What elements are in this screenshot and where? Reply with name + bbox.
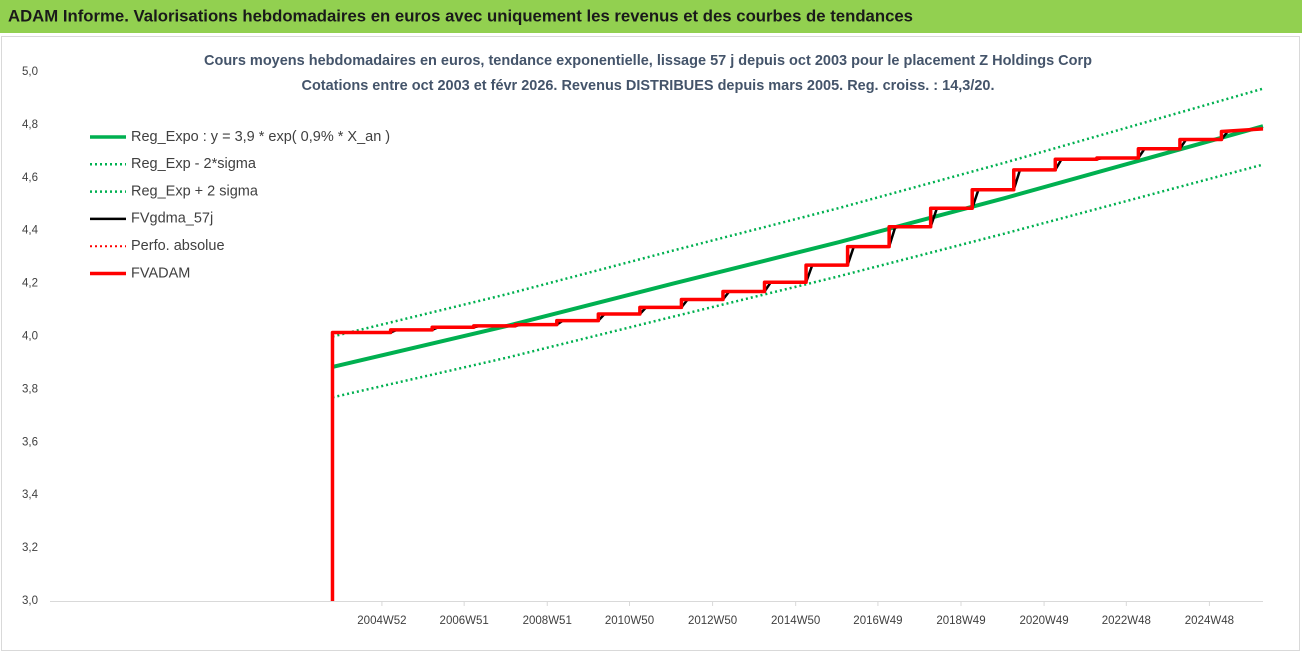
y-tick-label: 5,0 xyxy=(22,66,38,78)
legend-label: FVADAM xyxy=(131,265,190,281)
y-tick-label: 3,0 xyxy=(22,595,38,607)
series-line xyxy=(332,124,1264,369)
x-tick-label: 2014W50 xyxy=(771,615,820,627)
x-tick-label: 2024W48 xyxy=(1185,615,1234,627)
x-tick-label: 2018W49 xyxy=(936,615,985,627)
series-line xyxy=(332,163,1264,399)
chart-title: Cours moyens hebdomadaires en euros, ten… xyxy=(204,52,1092,69)
page-title: ADAM Informe. Valorisations hebdomadaire… xyxy=(8,6,913,25)
y-tick-label: 4,4 xyxy=(22,225,39,237)
chart-frame xyxy=(1,36,1300,651)
y-tick-label: 3,4 xyxy=(22,489,39,501)
x-tick-label: 2016W49 xyxy=(853,615,902,627)
y-tick-label: 3,2 xyxy=(22,542,38,554)
legend-label: Reg_Expo : y = 3,9 * exp( 0,9% * X_an ) xyxy=(131,129,390,145)
x-tick-label: 2012W50 xyxy=(688,615,737,627)
x-tick-label: 2010W50 xyxy=(605,615,654,627)
x-tick-label: 2020W49 xyxy=(1019,615,1068,627)
y-tick-label: 4,2 xyxy=(22,278,38,290)
x-tick-label: 2008W51 xyxy=(523,615,572,627)
x-tick-label: 2022W48 xyxy=(1102,615,1151,627)
x-tick-label: 2004W52 xyxy=(357,615,406,627)
chart-subtitle: Cotations entre oct 2003 et févr 2026. R… xyxy=(302,77,995,94)
y-tick-label: 4,8 xyxy=(22,119,38,131)
series-line xyxy=(330,127,1264,601)
legend-label: Perfo. absolue xyxy=(131,238,225,254)
header-bar xyxy=(0,0,1302,33)
legend-label: Reg_Exp - 2*sigma xyxy=(131,156,257,172)
y-tick-label: 3,6 xyxy=(22,436,38,448)
x-tick-label: 2006W51 xyxy=(440,615,489,627)
y-tick-label: 4,0 xyxy=(22,331,38,343)
y-tick-label: 4,6 xyxy=(22,172,38,184)
legend-label: Reg_Exp + 2 sigma xyxy=(131,183,259,199)
y-tick-label: 3,8 xyxy=(22,383,38,395)
legend-label: FVgdma_57j xyxy=(131,211,213,227)
